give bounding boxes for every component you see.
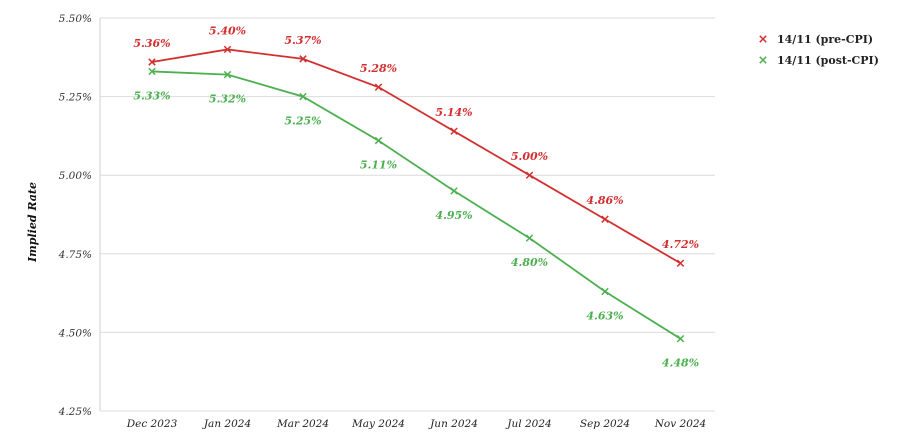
series-line [151,70,681,340]
data-point-marker [299,55,307,63]
legend-item: 14/11 (post-CPI) [759,54,879,67]
x-tick-label: Jan 2024 [202,418,251,430]
data-point-marker [525,171,534,179]
series-pre-cpi: 5.36% 5.40% 5.37% 5.28% 5.14% 5.00% 4.86% 4.72% [133,24,699,267]
legend-label: 14/11 (post-CPI) [777,54,879,67]
data-label: 5.14% [435,106,472,119]
data-label: 5.00% [511,150,548,163]
data-point-marker [223,70,232,79]
data-label: 4.95% [435,209,472,222]
y-tick-label: 5.25% [59,92,92,104]
y-axis-label: Implied Rate [26,182,39,263]
data-label: 4.72% [662,238,699,251]
data-point-marker [148,67,156,76]
data-label: 5.32% [209,93,246,106]
series-post-cpi: 5.33% 5.32% 5.25% 5.11% 4.95% 4.80% 4.63% 4.48% [133,67,699,370]
series-line [151,48,681,265]
grid [100,17,715,412]
data-point-marker [223,45,232,54]
y-tick-label: 4.75% [58,249,92,261]
data-label: 5.33% [133,89,170,102]
x-tick-label: Mar 2024 [276,418,329,430]
legend-label: 14/11 (pre-CPI) [777,33,873,46]
y-tick-label: 5.00% [59,170,92,182]
data-point-marker [450,187,458,195]
x-tick-label: Jun 2024 [428,418,478,430]
data-point-marker [676,334,685,343]
y-tick-label: 4.50% [58,327,92,339]
x-tick-label: Dec 2023 [126,418,178,430]
x-tick-label: Nov 2024 [654,418,707,430]
data-point-marker [374,83,383,91]
data-label: 5.37% [284,34,321,47]
data-point-marker [525,234,534,242]
x-tick-label: May 2024 [351,418,405,430]
data-label: 4.86% [586,194,623,207]
axes: 4.25% 4.50% 4.75% 5.00% 5.25% 5.50% Dec 2023 Ja… [58,13,707,430]
data-label: 5.25% [284,115,321,128]
data-label: 5.40% [209,24,246,37]
y-tick-label: 4.25% [58,406,92,418]
series: 5.36% 5.40% 5.37% 5.28% 5.14% 5.00% 4.86% 4.72%… [133,24,699,369]
y-tick-label: 5.50% [59,13,92,25]
x-tick-label: Sep 2024 [580,418,630,430]
x-tick-label: Jul 2024 [505,418,551,430]
data-point-marker [601,287,609,296]
data-point-marker [148,58,156,66]
data-point-marker [299,92,307,101]
data-label: 5.28% [360,62,397,75]
legend-item: 14/11 (pre-CPI) [759,33,873,46]
data-label: 5.36% [133,37,170,50]
data-point-marker [374,136,383,145]
legend: 14/11 (pre-CPI) 14/11 (post-CPI) [759,33,879,67]
data-label: 5.11% [360,159,397,172]
data-point-marker [450,127,458,135]
data-point-marker [676,259,685,267]
data-label: 4.63% [586,310,623,323]
data-label: 4.48% [662,357,699,370]
data-point-marker [601,215,609,223]
data-label: 4.80% [511,256,548,269]
